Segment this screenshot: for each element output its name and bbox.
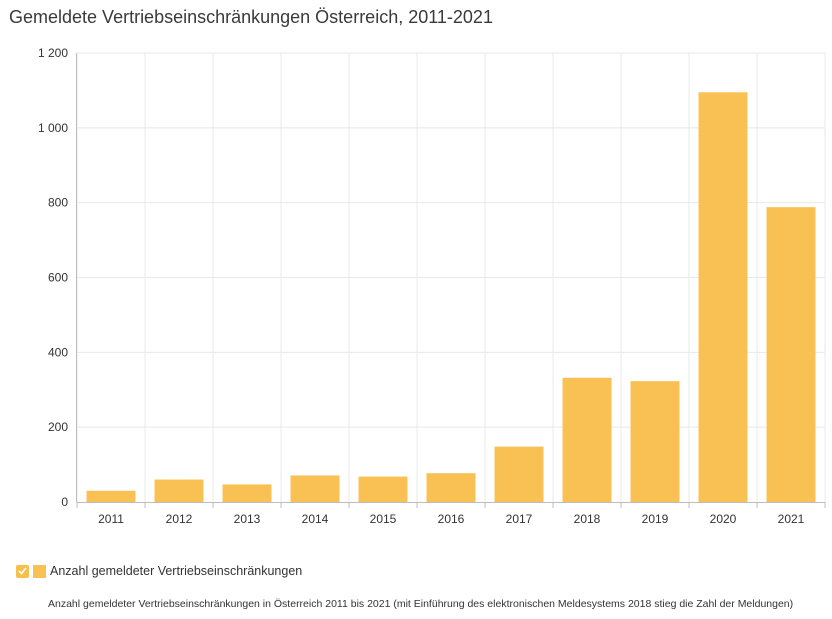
bar-2017[interactable] [494, 446, 544, 502]
y-tick-label: 1 000 [38, 121, 68, 135]
bar-2021[interactable] [766, 207, 816, 502]
chart-caption: Anzahl gemeldeter Vertriebseinschränkung… [48, 598, 794, 610]
y-tick-label: 0 [61, 495, 68, 509]
y-tick-label: 400 [48, 345, 68, 359]
legend[interactable]: Anzahl gemeldeter Vertriebseinschränkung… [16, 564, 302, 578]
x-tick-label: 2020 [710, 512, 737, 526]
x-tick-label: 2017 [506, 512, 533, 526]
bar-2011[interactable] [86, 490, 136, 502]
y-tick-label: 800 [48, 196, 68, 210]
x-tick-label: 2021 [778, 512, 805, 526]
bar-2014[interactable] [290, 475, 340, 502]
chart-title: Gemeldete Vertriebseinschränkungen Öster… [9, 7, 493, 27]
y-tick-label: 1 200 [38, 46, 68, 60]
x-tick-label: 2013 [234, 512, 261, 526]
x-tick-label: 2019 [642, 512, 669, 526]
x-tick-label: 2016 [438, 512, 465, 526]
axes [76, 53, 826, 508]
y-tick-label: 200 [48, 420, 68, 434]
y-tick-label: 600 [48, 271, 68, 285]
tick-labels: 0 200 400 600 800 1 000 1 200 2011 2012 2013 2014 2… [38, 46, 805, 526]
legend-checkbox[interactable] [16, 564, 29, 578]
x-tick-label: 2015 [370, 512, 397, 526]
bars [86, 92, 816, 502]
bar-2012[interactable] [154, 479, 204, 502]
x-tick-label: 2012 [166, 512, 193, 526]
bar-2015[interactable] [358, 476, 408, 502]
bar-2016[interactable] [426, 473, 476, 502]
x-tick-label: 2011 [98, 512, 124, 526]
checkmark-icon [18, 567, 27, 575]
bar-2020[interactable] [698, 92, 748, 502]
legend-label[interactable]: Anzahl gemeldeter Vertriebseinschränkung… [50, 564, 303, 578]
bar-2013[interactable] [222, 484, 272, 502]
legend-swatch [33, 564, 46, 578]
bar-2018[interactable] [562, 377, 612, 502]
bar-2019[interactable] [630, 381, 680, 502]
bar-chart: 0 200 400 600 800 1 000 1 200 2011 2012 2013 2014 2… [38, 46, 826, 526]
x-tick-label: 2014 [302, 512, 329, 526]
x-tick-label: 2018 [574, 512, 601, 526]
